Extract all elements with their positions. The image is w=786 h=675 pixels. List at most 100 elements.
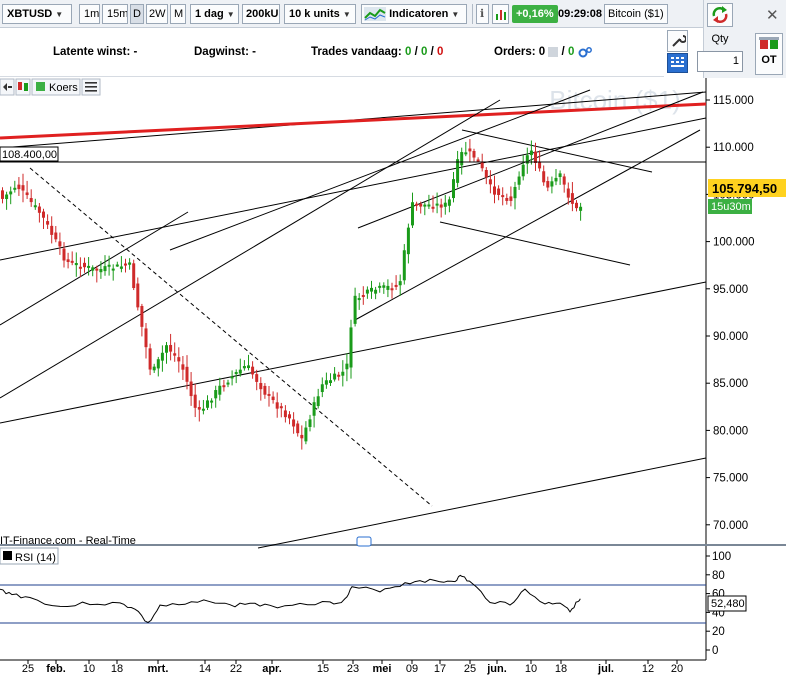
price-tick-label: 110.000 xyxy=(713,142,754,154)
symbol-select[interactable]: XBTUSD ▼ xyxy=(2,4,72,24)
trendline[interactable] xyxy=(0,99,501,399)
refresh-icon xyxy=(712,6,728,23)
chevron-down-icon: ▼ xyxy=(451,10,460,19)
price-chart[interactable]: Bitcoin ($1) 108.400,00 Koers xyxy=(0,78,786,675)
change-percent-badge: +0,16% xyxy=(512,5,558,23)
price-tick-label: 75.000 xyxy=(713,473,748,485)
chevron-down-icon: ▼ xyxy=(55,10,64,19)
rsi-tick-label: 100 xyxy=(712,551,731,563)
qty-input[interactable]: 1 xyxy=(697,51,743,72)
refresh-order-button[interactable] xyxy=(707,3,733,27)
rsi-label: RSI (14) xyxy=(15,552,56,564)
date-tick-label: 25 xyxy=(464,663,476,675)
koers-color-icon xyxy=(36,82,45,91)
data-source-label: IT-Finance.com - Real-Time xyxy=(0,535,136,547)
trendline[interactable] xyxy=(0,117,707,261)
horizontal-level-label: 108.400,00 xyxy=(2,149,57,161)
date-tick-label: apr. xyxy=(262,663,282,675)
date-tick-label: 18 xyxy=(555,663,567,675)
clock-time: 09:29:08 xyxy=(558,8,603,20)
trendline[interactable] xyxy=(169,89,591,251)
ot-label: OT xyxy=(761,54,777,66)
price-tick-label: 95.000 xyxy=(713,284,748,296)
chart-mini-button[interactable] xyxy=(492,4,509,24)
date-tick-label: 18 xyxy=(111,663,123,675)
chevron-down-icon: ▼ xyxy=(226,10,235,19)
date-tick-label: 14 xyxy=(199,663,211,675)
date-tick-label: 17 xyxy=(434,663,446,675)
open-trade-button[interactable]: OT xyxy=(755,33,783,75)
wrench-icon xyxy=(671,35,687,47)
keypad-button[interactable] xyxy=(667,53,688,73)
gear-icon[interactable] xyxy=(578,46,592,58)
timeframe-day-button[interactable]: D xyxy=(130,4,144,24)
top-toolbar: XBTUSD ▼ 1m 15m D 2W M 1 dag ▼ 200kU 10 … xyxy=(0,0,703,28)
date-tick-label: 12 xyxy=(642,663,654,675)
chart-area[interactable]: Bitcoin ($1) 108.400,00 Koers xyxy=(0,78,786,675)
order-box-icon xyxy=(548,47,559,57)
buy-icon xyxy=(24,83,28,91)
trendline[interactable] xyxy=(257,457,707,549)
date-tick-label: feb. xyxy=(46,663,66,675)
current-price-tag xyxy=(708,179,786,197)
market-name-field[interactable]: Bitcoin ($1) xyxy=(604,4,668,24)
date-tick-label: 09 xyxy=(406,663,418,675)
price-tick-label: 70.000 xyxy=(713,520,748,532)
units-select[interactable]: 10 k units ▼ xyxy=(284,4,356,24)
move-left-icon[interactable] xyxy=(3,83,12,91)
date-tick-label: 15 xyxy=(317,663,329,675)
date-tick-label: 10 xyxy=(83,663,95,675)
price-axis[interactable]: 115.000110.000105.000100.00095.00090.000… xyxy=(706,95,755,532)
trendline[interactable] xyxy=(0,102,707,140)
timeframe-1m-button[interactable]: 1m xyxy=(79,4,100,24)
close-icon[interactable]: ✕ xyxy=(766,7,779,24)
scale-button[interactable]: 200kU xyxy=(242,4,280,24)
timeframe-2w-button[interactable]: 2W xyxy=(146,4,168,24)
trades-today: Trades vandaag: 0 / 0 / 0 xyxy=(311,46,444,58)
indicators-icon xyxy=(364,7,386,22)
indicators-button[interactable]: Indicatoren ▼ xyxy=(361,4,467,24)
sell-icon xyxy=(18,82,22,90)
price-plot-bg xyxy=(0,78,706,545)
rsi-label-box[interactable] xyxy=(0,547,59,565)
date-tick-label: jun. xyxy=(486,663,507,675)
symbol-label: XBTUSD xyxy=(7,8,53,20)
price-tick-label: 115.000 xyxy=(713,95,754,107)
date-tick-label: 20 xyxy=(671,663,683,675)
date-tick-label: 10 xyxy=(525,663,537,675)
period-select[interactable]: 1 dag ▼ xyxy=(190,4,239,24)
stats-bar: Latente winst: - Dagwinst: - Trades vand… xyxy=(0,29,664,77)
price-tick-label: 85.000 xyxy=(713,378,748,390)
price-tick-label: 100.000 xyxy=(713,237,755,249)
chevron-down-icon: ▼ xyxy=(342,10,351,19)
scroll-handle[interactable] xyxy=(356,536,372,547)
trendline[interactable] xyxy=(439,221,631,266)
timeframe-15m-button[interactable]: 15m xyxy=(102,4,128,24)
date-tick-label: mrt. xyxy=(148,663,169,675)
horizontal-level-tag xyxy=(0,146,59,162)
trendline[interactable] xyxy=(461,129,653,173)
date-axis[interactable]: 25 feb. 10 18 mrt. 14 22 apr. 15 23 mei 09 17 25 jun. 1… xyxy=(22,660,683,675)
countdown-value: 15u30m xyxy=(711,201,751,213)
day-profit: Dagwinst: - xyxy=(194,46,256,58)
date-tick-label: 22 xyxy=(230,663,242,675)
menu-icon xyxy=(85,82,97,92)
chart-mini-toolbar: Koers xyxy=(0,78,101,96)
trendline[interactable] xyxy=(0,281,707,424)
qty-label: Qty xyxy=(711,33,729,45)
rsi-tick-label: 0 xyxy=(712,645,718,657)
timeframe-month-button[interactable]: M xyxy=(170,4,186,24)
date-tick-label: 23 xyxy=(347,663,359,675)
current-price-value: 105.794,50 xyxy=(712,181,777,196)
latent-profit: Latente winst: - xyxy=(53,46,138,58)
trendline[interactable] xyxy=(29,167,433,507)
info-button[interactable]: ℹ xyxy=(476,4,489,24)
rsi-color-icon xyxy=(3,551,12,560)
bar-chart-icon xyxy=(496,10,506,21)
rsi-line xyxy=(0,574,581,623)
rsi-value: 52,480 xyxy=(711,598,745,610)
orders-count: Orders: 0 / 0 xyxy=(494,46,592,58)
tools-button[interactable] xyxy=(667,30,688,52)
date-tick-label: 25 xyxy=(22,663,34,675)
